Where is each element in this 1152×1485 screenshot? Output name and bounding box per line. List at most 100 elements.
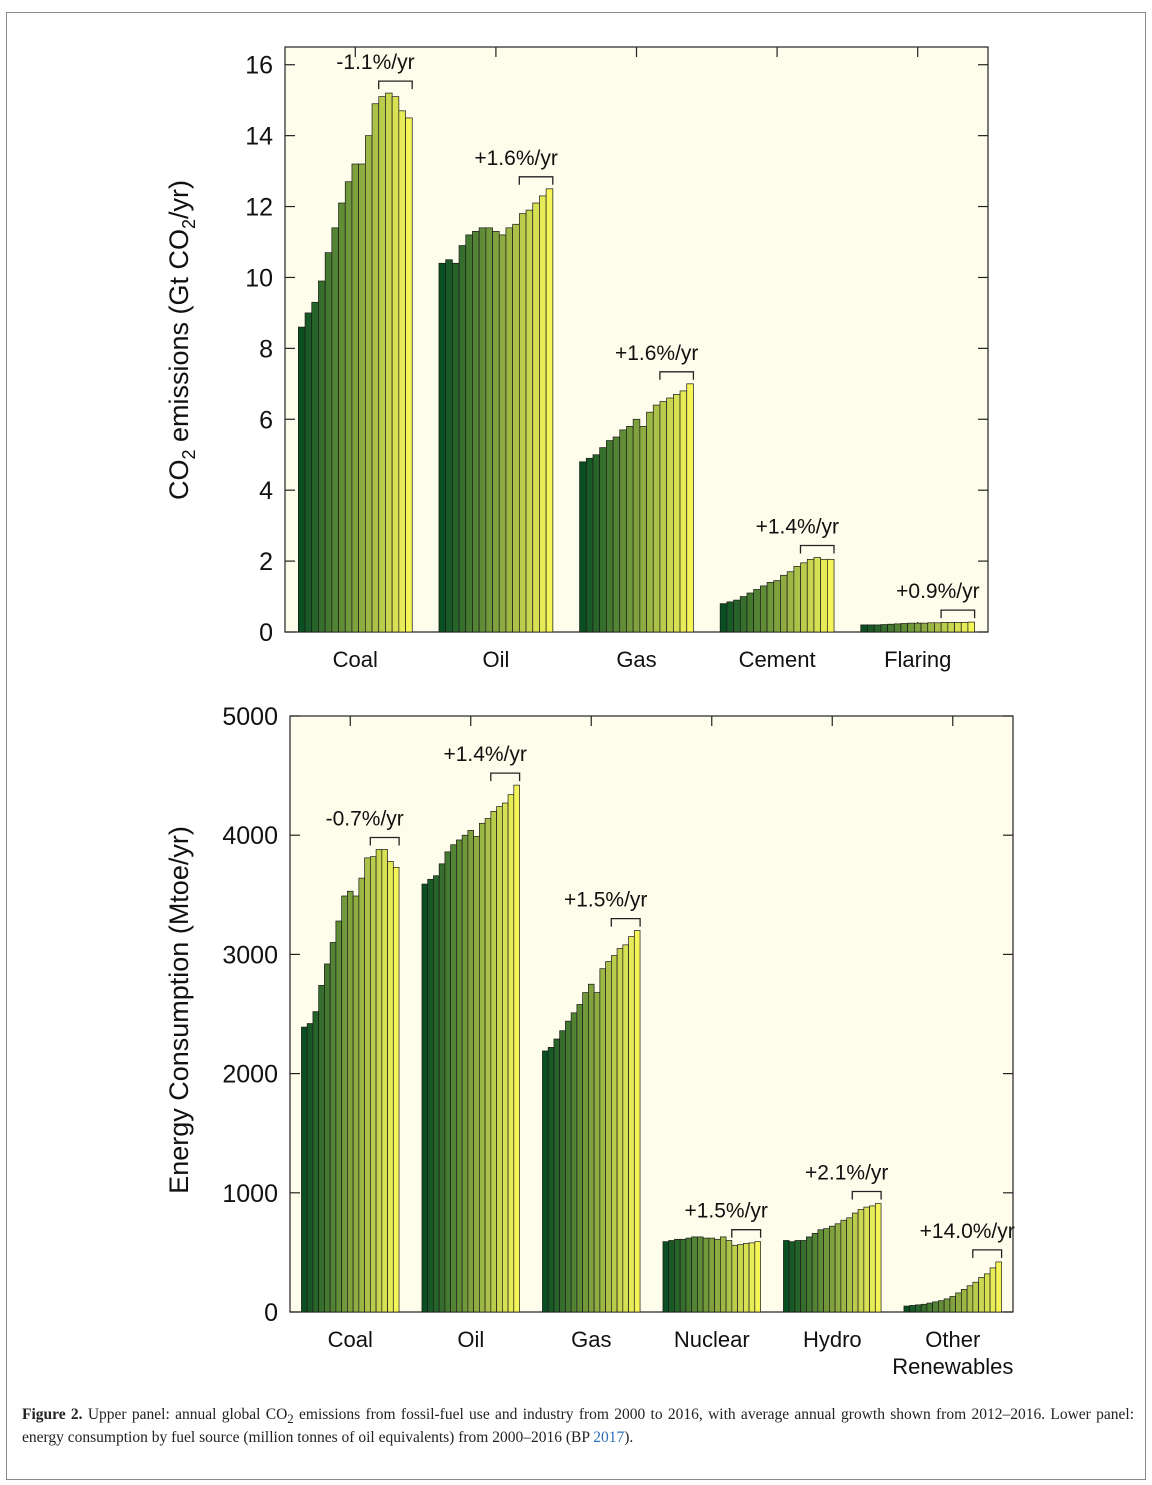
bar bbox=[433, 875, 440, 1313]
growth-bracket bbox=[940, 609, 976, 619]
bar bbox=[507, 794, 515, 1313]
bar bbox=[748, 1242, 756, 1313]
bar bbox=[304, 312, 313, 633]
bar bbox=[800, 562, 808, 633]
bar bbox=[628, 936, 635, 1313]
category-label: Oil bbox=[457, 1327, 484, 1352]
bar bbox=[806, 1236, 813, 1313]
bar bbox=[788, 1241, 796, 1313]
bar bbox=[829, 1225, 836, 1313]
category-label: Renewables bbox=[892, 1354, 1013, 1379]
caption-label: Figure 2. bbox=[22, 1406, 83, 1423]
bar bbox=[961, 1288, 968, 1313]
bar bbox=[867, 624, 875, 633]
bar bbox=[674, 1238, 681, 1313]
bar bbox=[949, 1296, 956, 1313]
bar bbox=[646, 411, 654, 633]
bar bbox=[983, 1273, 991, 1313]
growth-bracket bbox=[799, 544, 835, 554]
bar bbox=[846, 1217, 853, 1313]
y-axis-label: Energy Consumption (Mtoe/yr) bbox=[164, 826, 194, 1194]
bar bbox=[754, 1241, 761, 1313]
bar bbox=[329, 942, 337, 1313]
bar bbox=[501, 802, 509, 1313]
bar bbox=[324, 252, 333, 633]
bar bbox=[989, 1267, 997, 1313]
bar bbox=[301, 1026, 308, 1313]
bar bbox=[622, 944, 629, 1313]
bar bbox=[490, 811, 497, 1313]
category-label: Coal bbox=[328, 1327, 373, 1352]
category-label: Nuclear bbox=[674, 1327, 750, 1352]
bar bbox=[570, 1012, 578, 1313]
category-label: Flaring bbox=[884, 647, 951, 672]
bar bbox=[565, 1020, 572, 1313]
growth-bracket bbox=[731, 1229, 762, 1238]
bar bbox=[927, 622, 935, 633]
bar bbox=[746, 592, 755, 633]
bar bbox=[813, 557, 822, 633]
bar bbox=[851, 1212, 859, 1313]
bar bbox=[518, 213, 527, 633]
growth-label: -0.7%/yr bbox=[326, 808, 404, 831]
bar bbox=[456, 839, 463, 1313]
bar bbox=[860, 624, 868, 633]
bar bbox=[672, 394, 681, 633]
bar bbox=[438, 262, 447, 633]
caption-text: Upper panel: annual global CO bbox=[82, 1406, 288, 1423]
bar bbox=[553, 1038, 561, 1313]
bar bbox=[375, 849, 383, 1313]
growth-label: +1.6%/yr bbox=[474, 147, 557, 170]
growth-label: +1.5%/yr bbox=[564, 889, 647, 912]
bar bbox=[579, 461, 587, 633]
bar bbox=[599, 968, 606, 1313]
bar bbox=[492, 231, 500, 633]
bar bbox=[585, 457, 594, 633]
bar bbox=[512, 223, 520, 633]
bar bbox=[960, 622, 969, 633]
bar bbox=[759, 585, 768, 633]
y-tick-label: 2000 bbox=[222, 1061, 278, 1089]
y-axis-label: CO2 emissions (Gt CO2/yr) bbox=[164, 180, 199, 500]
bar bbox=[619, 429, 627, 633]
bar bbox=[484, 818, 492, 1313]
bar bbox=[817, 1229, 824, 1313]
bar bbox=[370, 856, 377, 1313]
growth-label: +2.1%/yr bbox=[805, 1162, 888, 1185]
bar bbox=[907, 622, 915, 633]
bar bbox=[352, 895, 360, 1313]
y-tick-label: 6 bbox=[259, 406, 273, 434]
bar bbox=[869, 1205, 876, 1313]
bar bbox=[857, 1209, 865, 1313]
y-tick-label: 1000 bbox=[222, 1180, 278, 1208]
bar bbox=[444, 851, 452, 1313]
bar bbox=[820, 558, 828, 633]
plot-area bbox=[289, 715, 1014, 1313]
reference-link[interactable]: 2017 bbox=[593, 1429, 625, 1447]
bar bbox=[783, 1240, 790, 1313]
figure-caption: Figure 2. Upper panel: annual global CO 2… bbox=[22, 1405, 1134, 1447]
bar bbox=[938, 1300, 945, 1313]
bar bbox=[708, 1237, 715, 1313]
bar bbox=[874, 1203, 882, 1313]
bar bbox=[943, 1298, 951, 1313]
bar bbox=[639, 426, 647, 633]
growth-bracket bbox=[972, 1249, 1003, 1258]
bar bbox=[335, 920, 342, 1313]
bar bbox=[438, 863, 446, 1313]
bar bbox=[766, 582, 775, 633]
bar bbox=[472, 231, 480, 633]
bar bbox=[731, 1244, 738, 1313]
bar bbox=[592, 454, 601, 633]
growth-bracket bbox=[610, 917, 641, 927]
y-tick-label: 2 bbox=[259, 548, 273, 576]
bar bbox=[421, 883, 429, 1313]
growth-label: +0.9%/yr bbox=[896, 580, 979, 603]
category-label: Hydro bbox=[803, 1327, 862, 1352]
bar bbox=[525, 209, 534, 633]
bar bbox=[947, 622, 955, 633]
bar bbox=[387, 861, 394, 1313]
bar bbox=[720, 1236, 727, 1313]
bar bbox=[358, 877, 365, 1313]
bar bbox=[616, 948, 624, 1313]
